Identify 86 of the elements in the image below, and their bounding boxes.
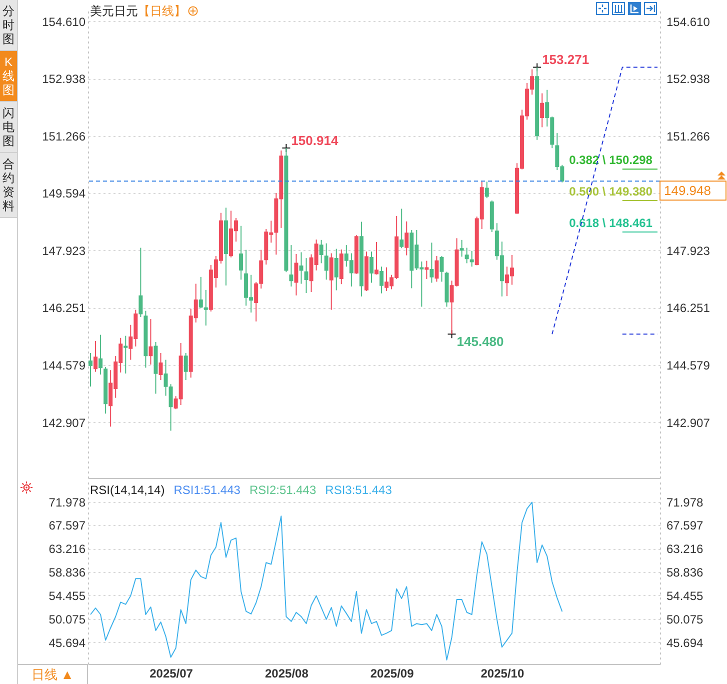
y2-tick-label: 144.579 (666, 358, 710, 372)
candlestick (148, 318, 153, 366)
candlestick (98, 334, 103, 376)
x-tick-label: 2025/08 (265, 666, 309, 680)
candlestick (324, 242, 328, 280)
y-tick-label: 154.610 (42, 14, 86, 29)
y-tick-label: 58.836 (48, 566, 86, 580)
legend-label: RSI1:51.443 (174, 483, 240, 497)
y-tick-label: 146.251 (42, 301, 86, 316)
y-tick-label: 149.594 (42, 186, 86, 201)
tab: 闪电图 (0, 102, 17, 153)
x-tick-label: 2025/10 (480, 666, 524, 680)
x-tick-label: 2025/07 (150, 666, 194, 680)
y2-tick-label: 71.978 (666, 495, 704, 510)
y2-tick-label: 142.907 (666, 416, 710, 430)
candlestick (319, 239, 324, 264)
series-label: 0.500 \ 149.380 (569, 184, 653, 199)
candlestick (460, 239, 464, 258)
text: RSI3:51.443 (325, 483, 392, 497)
candlestick (184, 352, 188, 381)
line-series (552, 66, 658, 335)
candlestick (158, 352, 163, 381)
y2-tick-label: 50.075 (666, 612, 704, 626)
candlestick (430, 242, 434, 284)
series-label: 0.382 \ 150.298 (569, 153, 653, 168)
candlestick (239, 225, 244, 280)
candlestick (424, 260, 429, 280)
y2-tick-label: 154.610 (666, 14, 710, 29)
chart-title: 美元日元 (90, 4, 138, 18)
candlestick (369, 251, 374, 284)
tab: 分时图 (0, 0, 17, 51)
candlestick (440, 256, 444, 282)
y-tick-label: 63.216 (48, 542, 86, 556)
candlestick (138, 247, 143, 318)
text: 145.480 (456, 334, 504, 350)
candlestick (484, 181, 489, 199)
y2-tick-label: 67.597 (666, 518, 704, 533)
y-tick-label: 142.907 (42, 416, 86, 430)
candlestick (400, 208, 404, 249)
y-tick-label: 71.978 (48, 495, 86, 510)
candlestick (94, 340, 98, 372)
candlestick (289, 244, 294, 288)
candlestick (470, 250, 474, 268)
y-tick-label: 147.923 (42, 244, 86, 258)
y-tick-label: 144.579 (42, 358, 86, 372)
tab: K线图 (0, 51, 17, 102)
series-label: 0.618 \ 148.461 (569, 216, 653, 230)
ref-line-label: 149.948 (664, 183, 711, 198)
chart-title: RSI(14,14,14) (90, 483, 165, 497)
candlestick (404, 220, 409, 256)
text: 日线 ▲ (18, 664, 88, 684)
y-tick-label: 45.694 (48, 636, 86, 650)
candlestick (464, 247, 469, 264)
candlestick (329, 252, 334, 310)
y-tick-label: 151.266 (42, 129, 86, 144)
tab: 合约资料 (0, 153, 17, 218)
y-tick-label: 152.938 (42, 72, 86, 86)
legend-label: RSI2:51.443 (249, 483, 316, 497)
candlestick (204, 289, 208, 326)
y-tick-label: 54.455 (48, 588, 86, 603)
candlestick (434, 256, 439, 282)
candlestick (304, 258, 308, 294)
candlestick (299, 252, 304, 284)
candlestick (380, 266, 384, 294)
y2-tick-label: 151.266 (666, 129, 710, 144)
candlestick (294, 253, 298, 296)
candlestick (198, 276, 203, 309)
candlestick (540, 92, 544, 128)
y2-tick-label: 152.938 (666, 72, 710, 86)
y2-tick-label: 54.455 (666, 588, 704, 603)
y-tick-label: 50.075 (48, 612, 86, 626)
candlestick (374, 241, 379, 276)
text: 153.271 (542, 52, 590, 68)
y2-tick-label: 147.923 (666, 244, 710, 258)
candlestick (88, 352, 93, 388)
candlestick (334, 248, 338, 291)
x-tick-label: 2025/09 (370, 666, 414, 680)
chart-subtitle: 【日线】 (138, 4, 186, 18)
y2-tick-label: 45.694 (666, 636, 704, 650)
text: 150.914 (291, 132, 338, 148)
candlestick (124, 335, 128, 374)
y-tick-label: 67.597 (48, 518, 86, 533)
line-series (90, 502, 563, 660)
y2-tick-label: 146.251 (666, 301, 710, 316)
y2-tick-label: 63.216 (666, 542, 704, 556)
y2-tick-label: 58.836 (666, 566, 704, 580)
